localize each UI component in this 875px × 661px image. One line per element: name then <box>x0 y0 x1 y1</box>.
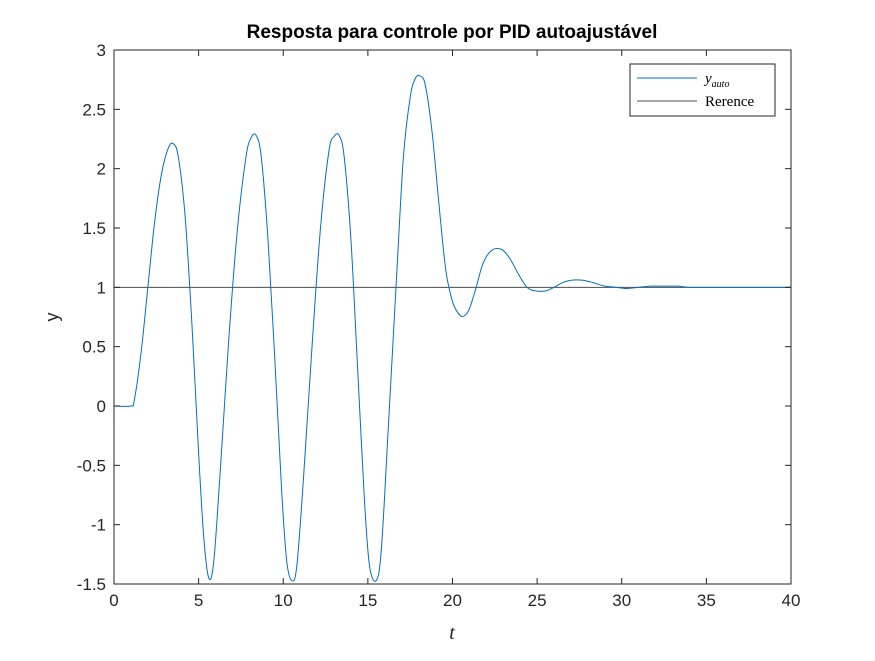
y-axis-label: y <box>42 313 62 322</box>
series-line-yauto <box>113 74 791 582</box>
y-tick-label: 0 <box>97 397 106 416</box>
axes-box <box>113 49 792 585</box>
y-tick-label: 1.5 <box>82 219 106 238</box>
legend-label-yauto-main: y <box>703 71 712 87</box>
x-tick-label: 25 <box>528 591 547 610</box>
y-tick-label: 2 <box>97 160 106 179</box>
y-tick-label: 1 <box>97 278 106 297</box>
y-tick-label: 2.5 <box>82 100 106 119</box>
legend-label-reference: Rerence <box>705 94 754 110</box>
x-tick-label: 20 <box>443 591 462 610</box>
y-tick-label: -1.5 <box>77 575 106 594</box>
legend-label-yauto-sub: auto <box>712 79 730 90</box>
x-tick-label: 30 <box>612 591 631 610</box>
series-layer <box>113 74 791 582</box>
x-axis-label: t <box>449 622 455 644</box>
x-tick-label: 35 <box>697 591 716 610</box>
y-tick-label: -0.5 <box>77 456 106 475</box>
legend-label-yauto: yauto <box>703 71 729 90</box>
x-tick-label: 5 <box>194 591 203 610</box>
ticks-layer: 0 5 10 15 20 25 30 35 40 -1.5 -1 -0.5 0 0.5 1 1.5 2 2.5 3 <box>77 41 801 610</box>
y-tick-label: 3 <box>97 41 106 60</box>
x-tick-label: 40 <box>782 591 801 610</box>
y-tick-label: 0.5 <box>82 338 106 357</box>
chart-title: Resposta para controle por PID autoajust… <box>247 22 658 43</box>
y-tick-label: -1 <box>91 516 106 535</box>
x-tick-label: 15 <box>358 591 377 610</box>
legend-box <box>629 63 776 117</box>
x-tick-label: 10 <box>274 591 293 610</box>
legend: yauto Rerence <box>629 63 776 117</box>
plot-area <box>114 50 791 584</box>
x-tick-label: 0 <box>109 591 118 610</box>
